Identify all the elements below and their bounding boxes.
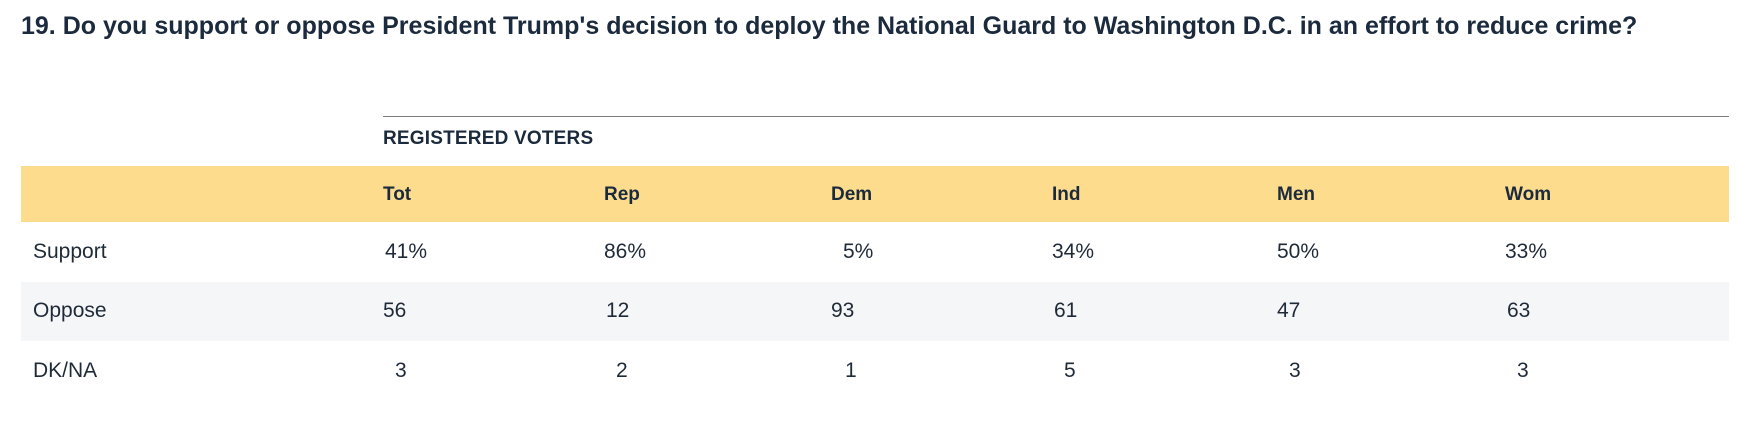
question-title: 19. Do you support or oppose President T… bbox=[21, 12, 1638, 40]
cell-dkna-dem: 1 bbox=[845, 359, 857, 382]
cell-dkna-tot: 3 bbox=[395, 359, 407, 382]
cell-support-wom: 33% bbox=[1505, 240, 1548, 263]
cell-support-men: 50% bbox=[1277, 240, 1320, 263]
cell-support-rep: 86% bbox=[604, 240, 647, 263]
cell-oppose-dem: 93 bbox=[831, 299, 855, 322]
cell-oppose-men: 47 bbox=[1277, 299, 1301, 322]
cell-oppose-ind: 61 bbox=[1054, 299, 1078, 322]
row-band-dkna bbox=[21, 341, 1729, 400]
cell-support-ind: 34% bbox=[1052, 240, 1095, 263]
cell-oppose-wom: 63 bbox=[1507, 299, 1531, 322]
column-header-dem: Dem bbox=[831, 184, 873, 205]
row-band-oppose bbox=[21, 282, 1729, 341]
cell-dkna-men: 3 bbox=[1289, 359, 1301, 382]
cell-dkna-ind: 5 bbox=[1064, 359, 1076, 382]
cell-dkna-wom: 3 bbox=[1517, 359, 1529, 382]
cell-support-dem: 5% bbox=[843, 240, 874, 263]
row-label-dkna: DK/NA bbox=[33, 359, 98, 382]
column-header-wom: Wom bbox=[1505, 184, 1552, 205]
column-header-ind: Ind bbox=[1052, 184, 1081, 205]
row-label-support: Support bbox=[33, 240, 107, 263]
column-header-men: Men bbox=[1277, 184, 1315, 205]
cell-support-tot: 41% bbox=[385, 240, 428, 263]
cell-dkna-rep: 2 bbox=[616, 359, 628, 382]
row-band-support bbox=[21, 223, 1729, 282]
cell-oppose-rep: 12 bbox=[606, 299, 630, 322]
cell-oppose-tot: 56 bbox=[383, 299, 407, 322]
column-header-tot: Tot bbox=[383, 184, 412, 205]
group-divider bbox=[383, 116, 1729, 117]
group-label: REGISTERED VOTERS bbox=[383, 128, 594, 149]
row-label-oppose: Oppose bbox=[33, 299, 107, 322]
column-header-rep: Rep bbox=[604, 184, 640, 205]
table-header-band bbox=[21, 166, 1729, 222]
